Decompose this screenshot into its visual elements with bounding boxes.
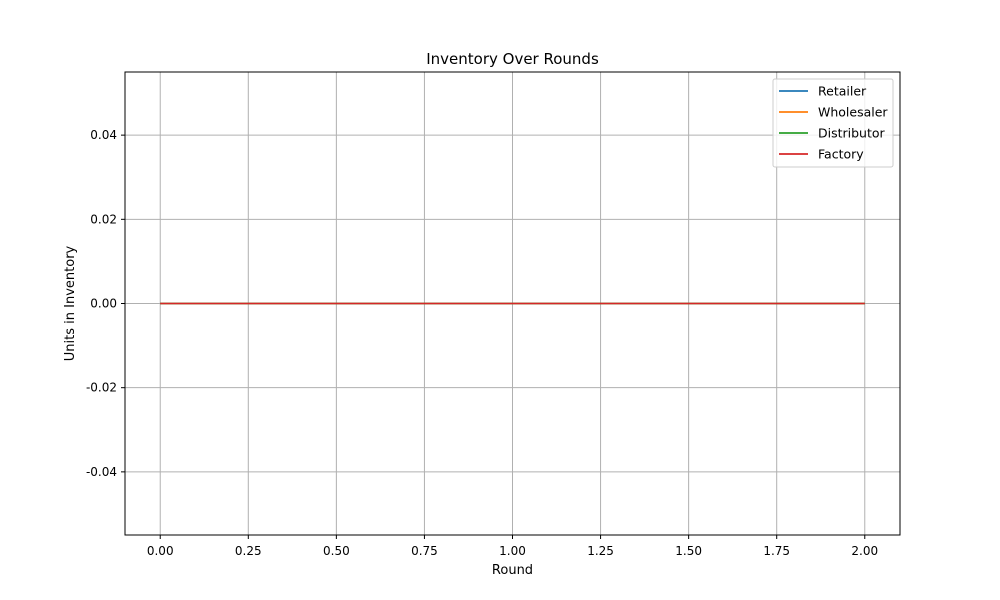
y-tick-label: -0.02 — [86, 381, 117, 395]
x-tick-label: 0.25 — [235, 544, 262, 558]
x-tick-label: 1.75 — [763, 544, 790, 558]
x-tick-label: 1.00 — [499, 544, 526, 558]
legend-label: Retailer — [818, 84, 867, 99]
x-axis-label: Round — [492, 563, 533, 578]
chart-title: Inventory Over Rounds — [426, 50, 599, 68]
x-tick-label: 0.75 — [411, 544, 438, 558]
y-tick-label: 0.04 — [90, 128, 117, 142]
legend-box — [772, 78, 894, 168]
x-axis: 0.00 0.25 0.50 0.75 1.00 1.25 1.50 1.75 2.00 — [147, 535, 878, 558]
x-tick-label: 0.50 — [323, 544, 350, 558]
y-axis: -0.04 -0.02 0.00 0.02 0.04 — [86, 128, 125, 479]
x-tick-label: 0.00 — [147, 544, 174, 558]
legend-label: Distributor — [818, 126, 886, 141]
y-tick-label: -0.04 — [86, 465, 117, 479]
x-tick-label: 2.00 — [851, 544, 878, 558]
y-tick-label: 0.00 — [90, 297, 117, 311]
y-tick-label: 0.02 — [90, 212, 117, 226]
legend-label: Wholesaler — [818, 105, 888, 120]
x-tick-label: 1.25 — [587, 544, 614, 558]
y-axis-label: Units in Inventory — [63, 245, 78, 361]
legend: Retailer Wholesaler Distributor Factory — [772, 78, 894, 168]
legend-label: Factory — [818, 147, 864, 162]
x-tick-label: 1.50 — [675, 544, 702, 558]
